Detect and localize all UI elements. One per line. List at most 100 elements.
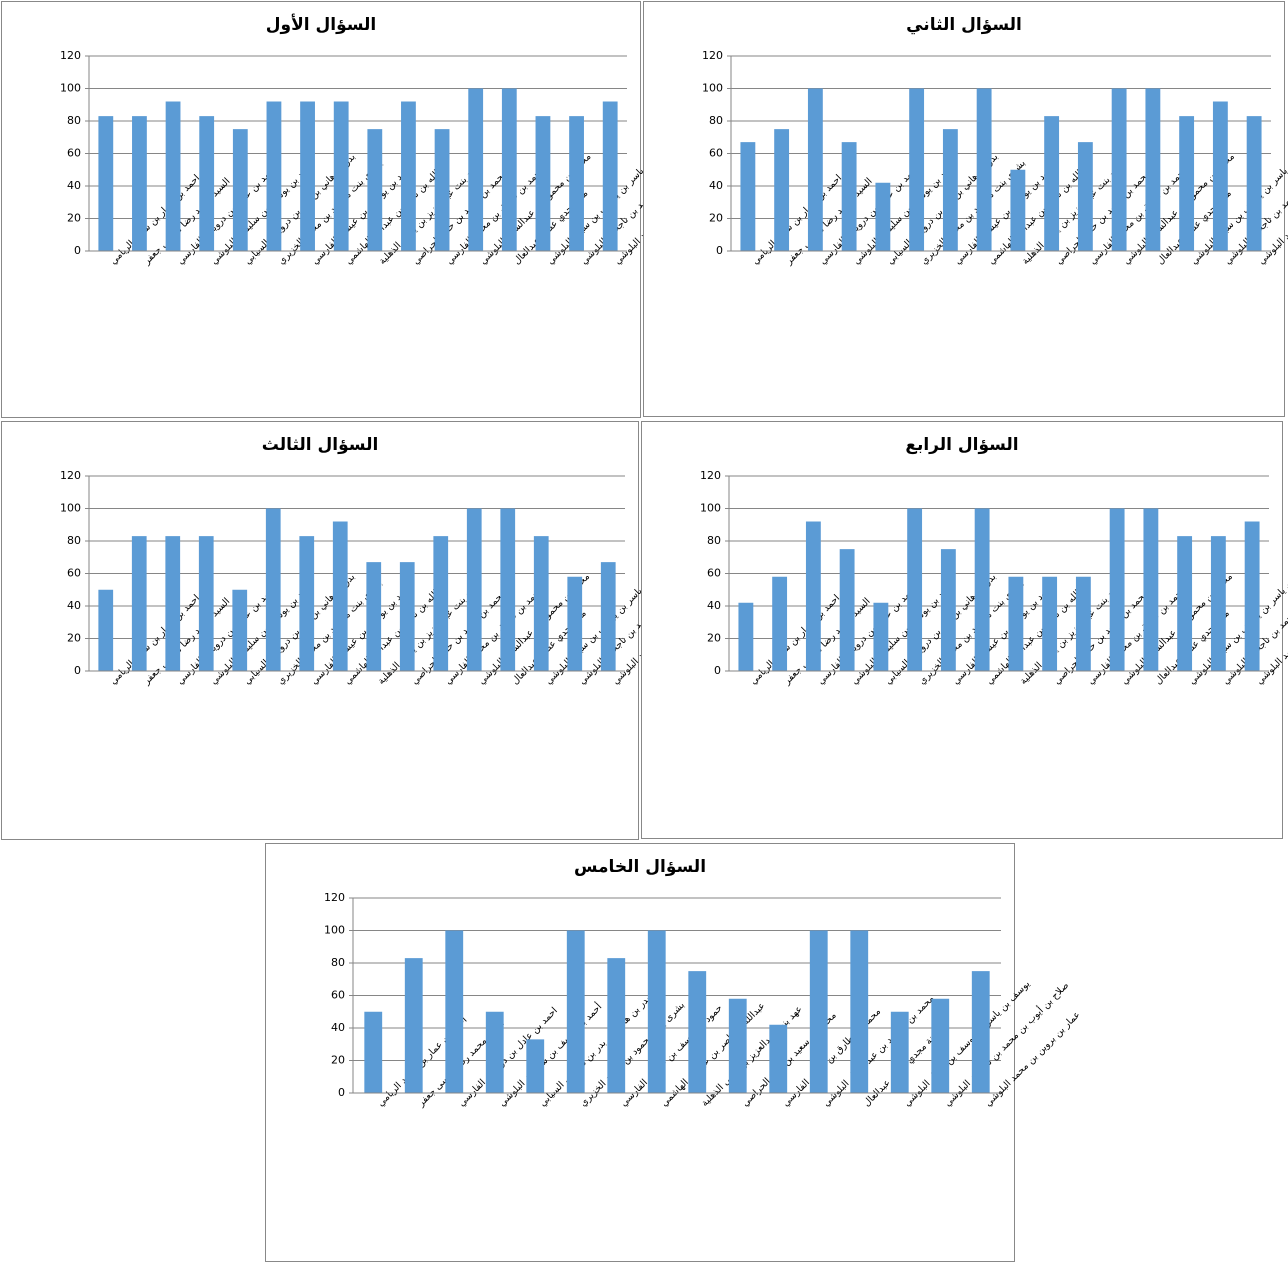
- bar: [602, 101, 618, 251]
- bar: [500, 508, 516, 671]
- bar: [805, 521, 821, 671]
- bar: [940, 549, 956, 671]
- bar: [1042, 576, 1058, 671]
- y-tick-label: 40: [67, 599, 81, 612]
- bar: [1111, 88, 1127, 251]
- bar: [976, 88, 992, 251]
- y-tick-label: 100: [700, 502, 721, 515]
- bar: [1244, 521, 1260, 671]
- bar: [131, 536, 147, 671]
- bar: [1210, 536, 1226, 671]
- bar: [198, 536, 214, 671]
- bar: [533, 536, 549, 671]
- y-tick-label: 80: [67, 534, 81, 547]
- bar: [399, 562, 415, 671]
- y-tick-label: 0: [74, 664, 81, 677]
- bar: [165, 536, 181, 671]
- bar: [909, 88, 925, 251]
- bar: [132, 116, 147, 251]
- chart-title: السؤال الرابع: [905, 435, 1018, 455]
- bar: [1179, 116, 1195, 251]
- bar: [1010, 169, 1026, 251]
- y-tick-label: 20: [331, 1054, 345, 1067]
- y-tick-label: 40: [67, 179, 81, 192]
- bar: [366, 562, 382, 671]
- bar: [974, 508, 990, 671]
- bar: [266, 101, 282, 251]
- bar: [265, 508, 281, 671]
- bar: [566, 930, 585, 1093]
- bar: [98, 116, 114, 251]
- bar: [774, 129, 790, 251]
- bar: [942, 129, 958, 251]
- bar: [873, 602, 889, 671]
- bar: [1177, 536, 1193, 671]
- bar: [445, 930, 464, 1093]
- bar: [401, 101, 416, 251]
- bar: [466, 508, 482, 671]
- bar: [404, 958, 423, 1093]
- y-tick-label: 60: [709, 147, 723, 160]
- bar: [728, 998, 747, 1093]
- bar: [1008, 576, 1024, 671]
- bar: [300, 101, 315, 251]
- bar: [647, 930, 666, 1093]
- y-tick-label: 120: [324, 891, 345, 904]
- panel-border: [265, 843, 1015, 1262]
- y-tick-label: 40: [707, 599, 721, 612]
- chart-title: السؤال الثاني: [906, 15, 1022, 35]
- bar: [931, 998, 950, 1093]
- bar: [607, 958, 626, 1093]
- bar: [569, 116, 584, 251]
- bar: [841, 142, 857, 251]
- bar: [738, 602, 754, 671]
- bar: [468, 88, 484, 251]
- y-tick-label: 0: [714, 664, 721, 677]
- bar: [501, 88, 517, 251]
- bar: [740, 142, 756, 251]
- y-tick-label: 20: [707, 632, 721, 645]
- bar: [890, 1011, 909, 1093]
- bar: [688, 971, 707, 1093]
- bar: [526, 1039, 545, 1093]
- y-tick-label: 40: [331, 1021, 345, 1034]
- y-tick-label: 120: [60, 469, 81, 482]
- bar: [567, 576, 583, 671]
- y-tick-label: 80: [709, 114, 723, 127]
- bar: [433, 536, 449, 671]
- bar: [232, 129, 248, 251]
- y-tick-label: 0: [74, 244, 81, 257]
- y-tick-label: 80: [331, 956, 345, 969]
- y-tick-label: 120: [700, 469, 721, 482]
- chart-panel: السؤال الخامس020406080100120احمد بن عمار…: [265, 843, 1082, 1262]
- y-tick-label: 120: [60, 49, 81, 62]
- chart-title: السؤال الثالث: [262, 435, 379, 455]
- bar: [600, 562, 616, 671]
- bar: [875, 182, 891, 251]
- y-tick-label: 0: [716, 244, 723, 257]
- bar: [769, 1024, 788, 1093]
- y-tick-label: 80: [707, 534, 721, 547]
- chart-title: السؤال الأول: [266, 14, 376, 35]
- bar: [332, 521, 348, 671]
- y-tick-label: 100: [60, 502, 81, 515]
- bar: [535, 116, 551, 251]
- bar: [232, 589, 248, 671]
- y-tick-label: 60: [67, 567, 81, 580]
- bar: [1143, 508, 1159, 671]
- bar: [364, 1011, 383, 1093]
- y-tick-label: 60: [707, 567, 721, 580]
- bar: [98, 589, 114, 671]
- y-tick-label: 100: [60, 82, 81, 95]
- bar: [971, 971, 990, 1093]
- bar: [434, 129, 450, 251]
- bar: [807, 88, 823, 251]
- y-tick-label: 60: [67, 147, 81, 160]
- bar: [485, 1011, 504, 1093]
- y-tick-label: 60: [331, 989, 345, 1002]
- bar: [1109, 508, 1125, 671]
